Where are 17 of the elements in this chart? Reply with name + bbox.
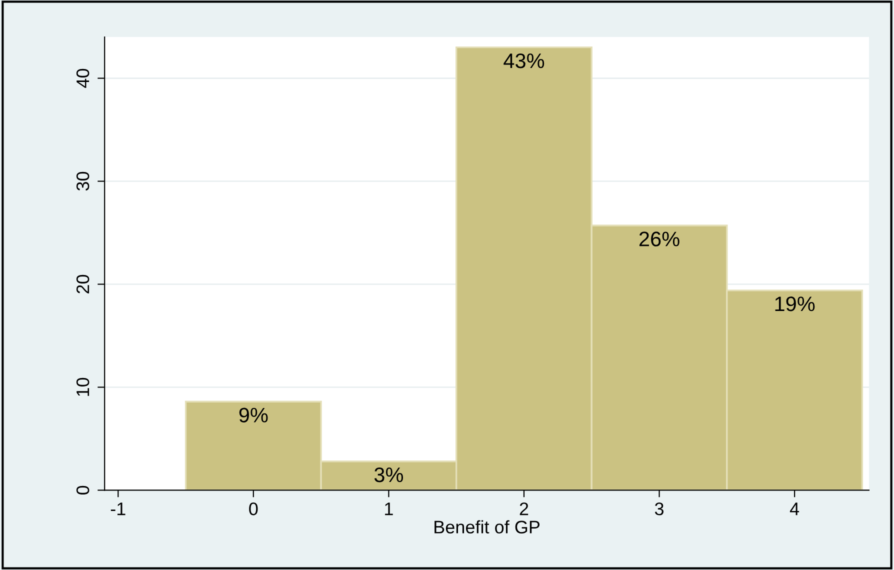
data-label: 3% <box>374 467 404 482</box>
x-tick-label: 2 <box>520 502 528 516</box>
y-tick-label: 0 <box>76 486 90 495</box>
data-label: 9% <box>239 408 268 422</box>
data-label: 26% <box>639 232 680 246</box>
data-label: 43% <box>504 53 544 68</box>
y-tick-label: 10 <box>76 378 90 396</box>
x-tick-label: -1 <box>110 502 126 516</box>
y-tick-label: 40 <box>76 68 90 88</box>
data-label: 19% <box>775 296 815 312</box>
x-tick-label: 0 <box>249 502 258 516</box>
y-tick-label: 20 <box>76 274 90 294</box>
x-tick-label: 4 <box>790 502 800 516</box>
y-tick-label: 30 <box>76 172 90 191</box>
x-tick-label: 1 <box>385 502 393 516</box>
x-axis-title: Benefit of GP <box>434 520 540 534</box>
x-tick-label: 3 <box>654 502 664 516</box>
